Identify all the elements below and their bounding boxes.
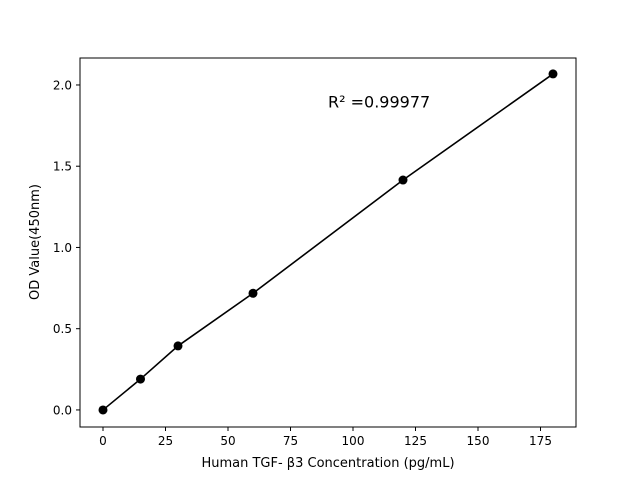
x-tick-label: 125 [404, 434, 427, 448]
x-axis-label: Human TGF- β3 Concentration (pg/mL) [201, 456, 454, 471]
y-axis-label: OD Value(450nm) [28, 184, 43, 300]
x-tick-label: 50 [220, 434, 235, 448]
y-tick-label: 0.0 [53, 403, 72, 417]
data-point [98, 405, 108, 415]
plot-frame [79, 57, 577, 428]
y-tick-label: 0.5 [53, 322, 72, 336]
data-point [548, 69, 558, 79]
y-tick-label: 2.0 [53, 78, 72, 92]
x-tick-label: 25 [158, 434, 173, 448]
x-tick-label: 150 [467, 434, 490, 448]
data-point [248, 288, 258, 298]
x-tick-label: 100 [342, 434, 365, 448]
x-tick-label: 75 [283, 434, 298, 448]
y-tick-label: 1.0 [53, 241, 72, 255]
data-point [173, 341, 183, 351]
r-squared-annotation: R² =0.99977 [328, 93, 430, 112]
series-line [102, 73, 554, 411]
x-tick-label: 175 [529, 434, 552, 448]
data-point [136, 374, 145, 384]
data-point [398, 175, 408, 185]
x-tick-label: 0 [99, 434, 107, 448]
y-tick-label: 1.5 [53, 160, 72, 174]
